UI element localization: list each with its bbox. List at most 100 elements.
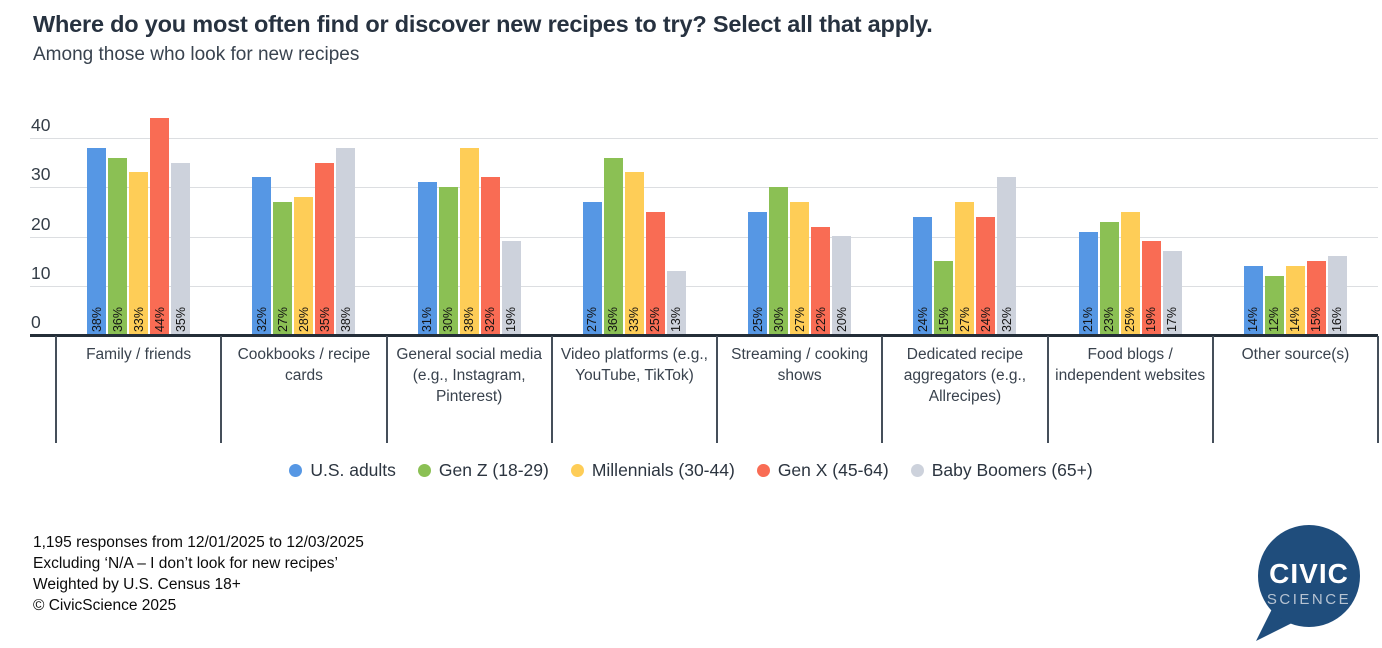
bar: 32% bbox=[997, 177, 1017, 335]
chart-title: Where do you most often find or discover… bbox=[33, 11, 933, 37]
bar-value-label: 12% bbox=[1267, 306, 1282, 332]
gridline bbox=[30, 187, 1378, 188]
category-label: General social media (e.g., Instagram, P… bbox=[396, 346, 542, 405]
bar-value-label: 38% bbox=[462, 306, 477, 332]
bar: 30% bbox=[769, 187, 789, 335]
bar-value-label: 20% bbox=[834, 306, 849, 332]
y-axis-tick-label: 10 bbox=[31, 263, 51, 283]
legend-label: Gen Z (18-29) bbox=[438, 460, 549, 480]
footer-copyright: © CivicScience 2025 bbox=[33, 597, 177, 614]
bar: 19% bbox=[1141, 241, 1161, 335]
bar: 38% bbox=[87, 148, 107, 335]
bar: 15% bbox=[934, 261, 954, 335]
bar-value-label: 36% bbox=[606, 306, 621, 332]
legend-item: U.S. adults bbox=[289, 460, 396, 481]
legend-label: Baby Boomers (65+) bbox=[931, 460, 1093, 480]
bar-value-label: 24% bbox=[915, 306, 930, 332]
bar-value-label: 31% bbox=[420, 306, 435, 332]
category-divider bbox=[1211, 336, 1214, 443]
category-divider bbox=[220, 336, 223, 443]
legend-label: Gen X (45-64) bbox=[777, 460, 889, 480]
gridline bbox=[30, 286, 1378, 287]
legend-dot-icon bbox=[756, 464, 770, 477]
bar-value-label: 14% bbox=[1246, 306, 1261, 332]
bar-value-label: 16% bbox=[1330, 306, 1345, 332]
bar: 25% bbox=[645, 212, 665, 335]
bar-value-label: 19% bbox=[504, 306, 519, 332]
category-divider bbox=[881, 336, 884, 443]
bar: 36% bbox=[108, 158, 128, 335]
bar-value-label: 21% bbox=[1081, 306, 1096, 332]
legend-dot-icon bbox=[417, 464, 431, 477]
bar-value-label: 13% bbox=[669, 306, 684, 332]
legend-dot-icon bbox=[570, 464, 584, 477]
bar: 33% bbox=[624, 172, 644, 335]
bar: 44% bbox=[150, 118, 170, 335]
category-divider bbox=[1046, 336, 1049, 443]
bar-value-label: 35% bbox=[317, 306, 332, 332]
speech-bubble-icon: CIVIC SCIENCE bbox=[1256, 525, 1360, 641]
category-label: Food blogs / independent websites bbox=[1055, 346, 1206, 384]
bar-value-label: 27% bbox=[275, 306, 290, 332]
category-divider bbox=[550, 336, 553, 443]
bar-value-label: 35% bbox=[173, 306, 188, 332]
bar-value-label: 27% bbox=[792, 306, 807, 332]
bar-value-label: 32% bbox=[254, 306, 269, 332]
bar-value-label: 17% bbox=[1165, 306, 1180, 332]
bar: 14% bbox=[1243, 266, 1263, 335]
bar-value-label: 24% bbox=[978, 306, 993, 332]
gridline bbox=[30, 138, 1378, 139]
category-divider bbox=[55, 336, 57, 443]
bar-value-label: 30% bbox=[441, 306, 456, 332]
bar-value-label: 25% bbox=[1123, 306, 1138, 332]
footer-excluding: Excluding ‘N/A – I don’t look for new re… bbox=[33, 555, 338, 572]
y-axis-tick-label: 30 bbox=[31, 164, 51, 184]
legend-item: Millennials (30-44) bbox=[570, 460, 735, 481]
category-label: Other source(s) bbox=[1241, 346, 1350, 363]
category-label: Cookbooks / recipe cards bbox=[237, 346, 371, 384]
category-label: Family / friends bbox=[86, 346, 192, 363]
civicscience-logo: CIVIC SCIENCE bbox=[1246, 519, 1366, 643]
bar: 36% bbox=[603, 158, 623, 335]
bar-value-label: 33% bbox=[627, 306, 642, 332]
category-label: Streaming / cooking shows bbox=[731, 346, 869, 384]
bar: 38% bbox=[459, 148, 479, 335]
category-divider bbox=[385, 336, 388, 443]
bar-value-label: 30% bbox=[771, 306, 786, 332]
bar-value-label: 14% bbox=[1288, 306, 1303, 332]
bar: 38% bbox=[336, 148, 356, 335]
legend-item: Baby Boomers (65+) bbox=[910, 460, 1093, 481]
bar: 19% bbox=[501, 241, 521, 335]
legend-label: Millennials (30-44) bbox=[591, 460, 735, 480]
bar: 31% bbox=[417, 182, 437, 335]
bar: 28% bbox=[294, 197, 314, 335]
chart-legend: U.S. adults Gen Z (18-29) Millennials (30-… bbox=[0, 460, 1382, 481]
legend-item: Gen Z (18-29) bbox=[417, 460, 549, 481]
bar: 22% bbox=[811, 227, 831, 335]
legend-dot-icon bbox=[910, 464, 924, 477]
bar-value-label: 22% bbox=[813, 306, 828, 332]
bar: 20% bbox=[832, 236, 852, 335]
legend-item: Gen X (45-64) bbox=[756, 460, 889, 481]
bar: 27% bbox=[790, 202, 810, 335]
bar: 30% bbox=[438, 187, 458, 335]
bar: 27% bbox=[955, 202, 975, 335]
bar-value-label: 19% bbox=[1144, 306, 1159, 332]
bar: 27% bbox=[273, 202, 293, 335]
logo-text-civic: CIVIC bbox=[1269, 558, 1349, 589]
category-divider bbox=[1377, 336, 1379, 443]
footer-responses: 1,195 responses from 12/01/2025 to 12/03… bbox=[33, 534, 364, 551]
bar-value-label: 33% bbox=[131, 306, 146, 332]
y-axis-tick-label: 0 bbox=[31, 312, 41, 332]
bar-value-label: 38% bbox=[89, 306, 104, 332]
bar-value-label: 36% bbox=[110, 306, 125, 332]
bar-value-label: 28% bbox=[296, 306, 311, 332]
category-divider bbox=[716, 336, 718, 443]
legend-dot-icon bbox=[289, 464, 303, 477]
bar: 33% bbox=[129, 172, 149, 335]
bar: 17% bbox=[1162, 251, 1182, 335]
bar-value-label: 25% bbox=[750, 306, 765, 332]
bar-value-label: 44% bbox=[152, 306, 167, 332]
